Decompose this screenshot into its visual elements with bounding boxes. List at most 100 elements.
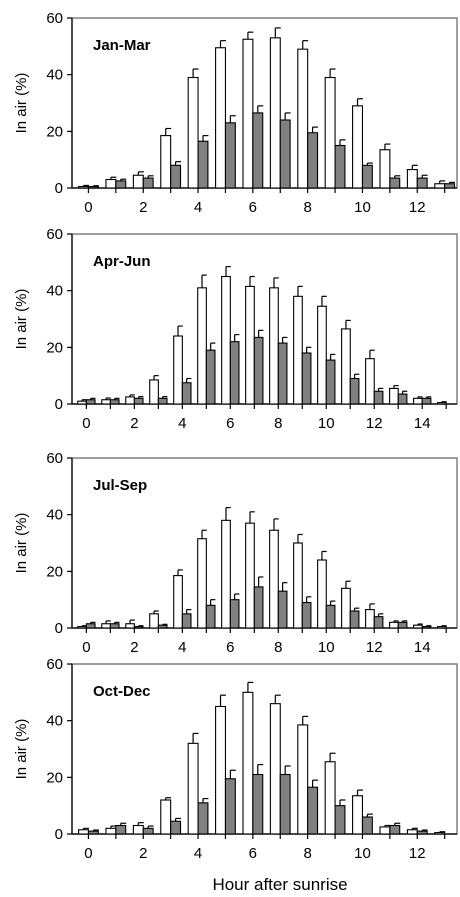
bar-gray	[277, 342, 288, 405]
bar-white	[389, 621, 399, 629]
y-tick-label: 40	[46, 283, 63, 300]
bar-white	[434, 832, 446, 835]
bar-gray	[279, 119, 291, 189]
bar-gray	[301, 601, 312, 629]
y-tick-label: 0	[55, 826, 63, 843]
bar-gray	[325, 604, 336, 629]
panel-title: Oct-Dec	[93, 683, 151, 700]
bar-white	[125, 623, 135, 629]
bar-gray	[142, 827, 154, 835]
bar-white	[352, 795, 364, 835]
bar-gray	[170, 820, 182, 835]
bar-white	[269, 37, 281, 189]
y-tick-label: 0	[55, 180, 63, 197]
bar-gray	[307, 132, 319, 189]
bar-gray	[325, 359, 336, 405]
x-tick-label: 6	[249, 845, 257, 862]
bar-gray	[197, 802, 209, 835]
bar-gray	[252, 112, 264, 189]
bar-gray	[361, 816, 373, 835]
x-tick-label: 2	[130, 639, 138, 656]
x-tick-label: 10	[318, 415, 335, 432]
y-tick-label: 20	[46, 123, 63, 140]
bar-gray	[279, 773, 291, 835]
bar-gray	[87, 186, 99, 189]
x-tick-label: 0	[84, 199, 92, 216]
bar-gray	[157, 397, 168, 405]
x-tick-label: 10	[318, 639, 335, 656]
x-tick-label: 12	[409, 199, 426, 216]
bar-white	[242, 691, 254, 835]
bar-gray	[416, 177, 428, 189]
x-tick-label: 12	[409, 845, 426, 862]
x-tick-label: 12	[366, 639, 383, 656]
x-tick-label: 2	[139, 845, 147, 862]
x-tick-label: 0	[84, 845, 92, 862]
bar-white	[77, 626, 87, 629]
bar-white	[77, 400, 87, 405]
x-tick-label: 2	[139, 199, 147, 216]
y-axis-label: In air (%)	[13, 289, 30, 350]
y-tick-label: 20	[46, 563, 63, 580]
y-tick-label: 20	[46, 339, 63, 356]
bar-gray	[115, 824, 127, 835]
bar-white	[215, 47, 227, 189]
y-tick-label: 60	[46, 450, 63, 467]
y-tick-label: 40	[46, 507, 63, 524]
bar-gray	[181, 382, 192, 405]
bar-white	[173, 335, 183, 405]
bar-white	[341, 328, 351, 405]
x-tick-label: 12	[366, 415, 383, 432]
bar-white	[101, 623, 111, 629]
chart-panel-4: 0 20 40 60 0 2 4 6 8 10 12 In air (%) Oct-Dec	[13, 656, 458, 862]
chart-panel-1: 0 20 40 60 0 2 4 6 8 10 12 In air (%) Jan-Mar	[13, 10, 458, 216]
y-tick-label: 20	[46, 769, 63, 786]
y-tick-label: 60	[46, 656, 63, 673]
bar-white	[365, 609, 375, 629]
bar-white	[365, 358, 375, 405]
bar-white	[160, 135, 172, 189]
bar-white	[324, 76, 336, 189]
bar-white	[245, 522, 255, 629]
panel-title: Apr-Jun	[93, 253, 151, 270]
bar-gray	[142, 177, 154, 189]
bar-gray	[301, 352, 312, 405]
bar-white	[297, 48, 309, 189]
y-axis-label: In air (%)	[13, 719, 30, 780]
x-tick-label: 6	[249, 199, 257, 216]
x-tick-label: 6	[226, 415, 234, 432]
chart-panel-2: 0 20 40 60 0 2 4 6 8 10 12 14 In air (%) Apr-Jun	[13, 226, 458, 432]
panel-title: Jan-Mar	[93, 37, 151, 54]
bar-white	[379, 826, 391, 835]
bar-gray	[109, 623, 120, 629]
bar-white	[379, 149, 391, 189]
bar-gray	[133, 397, 144, 405]
bar-gray	[389, 824, 401, 835]
bar-gray	[307, 786, 319, 835]
x-tick-label: 8	[303, 845, 311, 862]
x-tick-label: 14	[414, 415, 431, 432]
bar-white	[389, 387, 399, 405]
y-tick-label: 40	[46, 67, 63, 84]
bar-gray	[397, 621, 408, 629]
bar-white	[413, 397, 423, 405]
bar-gray	[205, 604, 216, 629]
bar-white	[78, 186, 89, 189]
bar-white	[105, 827, 117, 835]
bar-white	[413, 624, 423, 629]
bar-gray	[253, 336, 264, 405]
bar-gray	[229, 341, 240, 405]
bar-gray	[170, 164, 182, 189]
bar-gray	[224, 122, 236, 189]
y-tick-label: 40	[46, 713, 63, 730]
bar-white	[132, 824, 144, 835]
bar-white	[125, 396, 135, 405]
bar-gray	[85, 623, 96, 629]
bar-gray	[205, 349, 216, 405]
bar-white	[149, 613, 159, 629]
bar-white	[317, 559, 327, 629]
x-tick-label: 4	[178, 639, 186, 656]
x-tick-label: 10	[354, 845, 371, 862]
